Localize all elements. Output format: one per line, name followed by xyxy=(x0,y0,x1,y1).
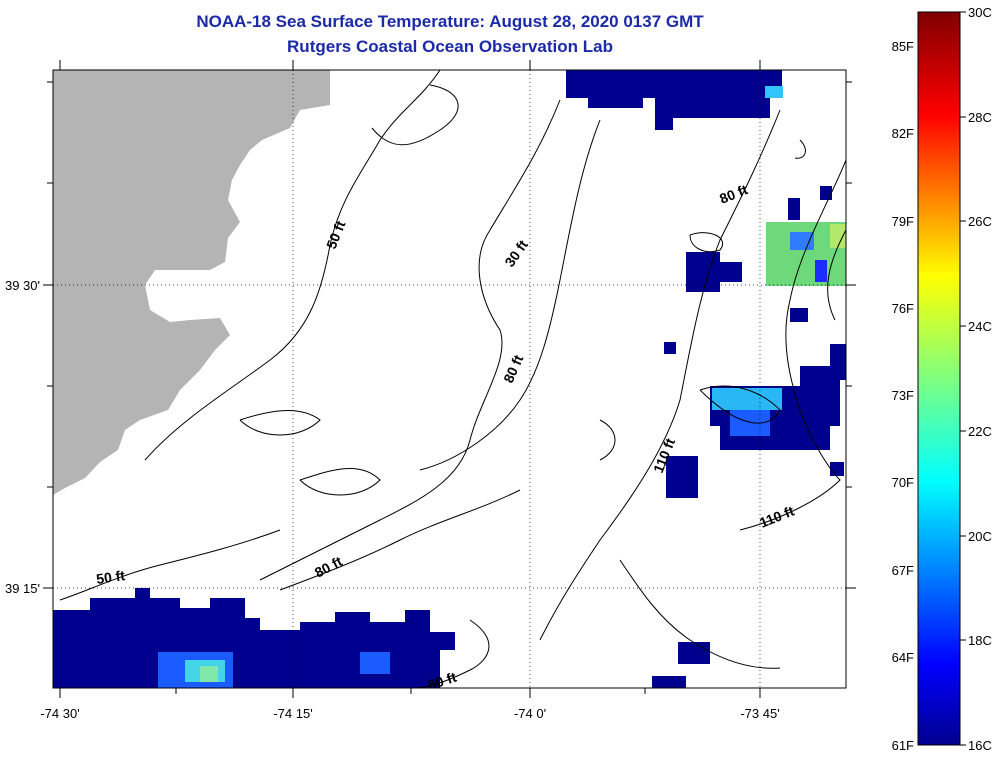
depth-label: 50 ft xyxy=(323,218,349,251)
depth-label: 30 ft xyxy=(501,237,531,270)
colorbar-f-label: 76F xyxy=(892,301,914,316)
colorbar-c-label: 30C xyxy=(968,5,992,20)
colorbar-f-label: 85F xyxy=(892,39,914,54)
frame-ticks xyxy=(43,60,856,698)
lon-tick-label: -74 0' xyxy=(514,706,546,721)
lon-tick-label: -74 15' xyxy=(273,706,312,721)
colorbar-f-label: 67F xyxy=(892,563,914,578)
colorbar-c-label: 26C xyxy=(968,214,992,229)
depth-contours xyxy=(59,70,846,688)
map-title: NOAA-18 Sea Surface Temperature: August … xyxy=(196,12,704,31)
lon-tick-label: -73 45' xyxy=(740,706,779,721)
colorbar-f-label: 82F xyxy=(892,126,914,141)
colorbar xyxy=(917,11,961,746)
depth-label: 80 ft xyxy=(500,352,526,385)
lat-tick-label: 39 30' xyxy=(5,278,40,293)
colorbar-f-label: 79F xyxy=(892,214,914,229)
colorbar-f-label: 73F xyxy=(892,388,914,403)
colorbar-f-label: 64F xyxy=(892,650,914,665)
depth-label: 50 ft xyxy=(95,567,126,587)
colorbar-f-label: 61F xyxy=(892,738,914,753)
depth-label: 80 ft xyxy=(312,553,345,581)
colorbar-c-label: 16C xyxy=(968,738,992,753)
map-frame xyxy=(52,69,847,689)
colorbar-c-label: 20C xyxy=(968,529,992,544)
sst-data-cells xyxy=(53,70,846,688)
colorbar-c-label: 22C xyxy=(968,424,992,439)
depth-label: 80 ft xyxy=(717,181,750,207)
colorbar-ticks xyxy=(960,11,966,746)
colorbar-c-label: 24C xyxy=(968,319,992,334)
lat-tick-label: 39 15' xyxy=(5,581,40,596)
map-gridlines xyxy=(53,70,846,688)
colorbar-c-label: 28C xyxy=(968,110,992,125)
land-mass xyxy=(53,70,330,495)
lon-tick-label: -74 30' xyxy=(40,706,79,721)
map-subtitle: Rutgers Coastal Ocean Observation Lab xyxy=(287,37,613,56)
colorbar-f-label: 70F xyxy=(892,475,914,490)
colorbar-c-label: 18C xyxy=(968,633,992,648)
depth-label: 110 ft xyxy=(757,502,797,530)
